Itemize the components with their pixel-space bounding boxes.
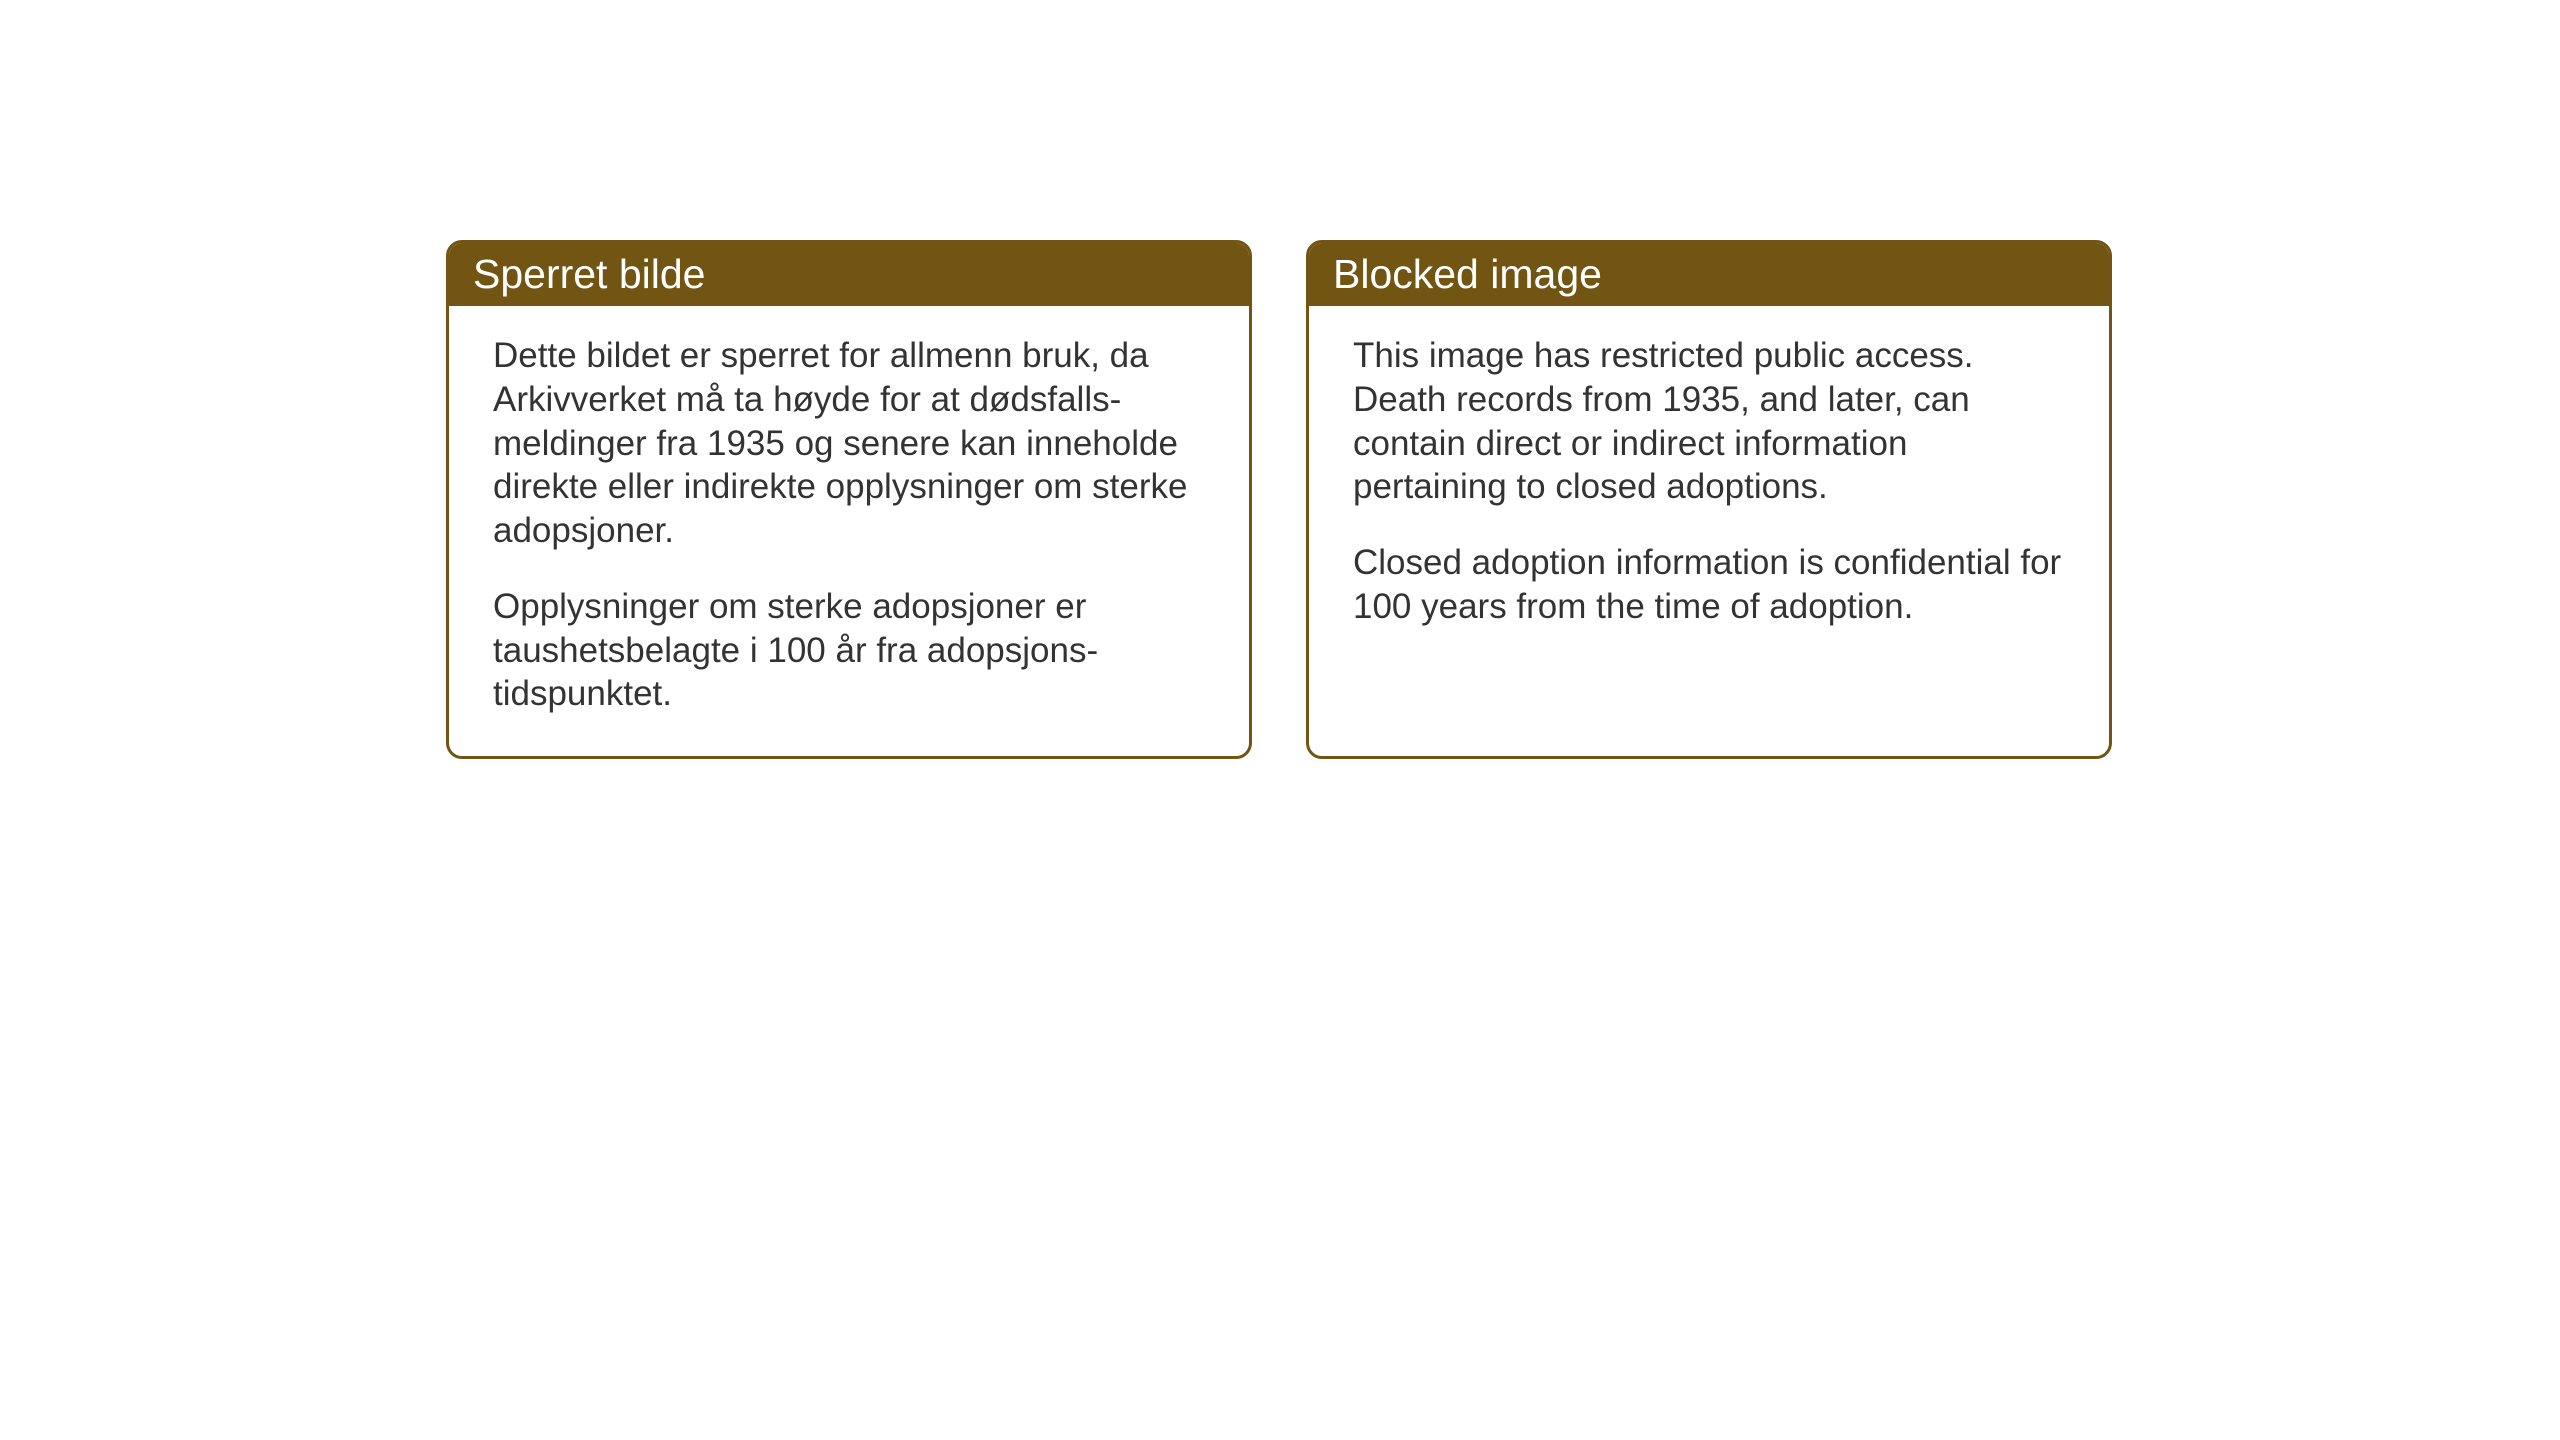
card-body-norwegian: Dette bildet er sperret for allmenn bruk… <box>449 306 1249 756</box>
notice-container: Sperret bilde Dette bildet er sperret fo… <box>446 240 2112 759</box>
card-paragraph-1-english: This image has restricted public access.… <box>1353 334 2065 509</box>
notice-card-norwegian: Sperret bilde Dette bildet er sperret fo… <box>446 240 1252 759</box>
card-body-english: This image has restricted public access.… <box>1309 306 2109 669</box>
card-title-norwegian: Sperret bilde <box>473 251 705 297</box>
card-paragraph-1-norwegian: Dette bildet er sperret for allmenn bruk… <box>493 334 1205 553</box>
card-header-english: Blocked image <box>1309 243 2109 306</box>
card-title-english: Blocked image <box>1333 251 1602 297</box>
card-paragraph-2-english: Closed adoption information is confident… <box>1353 541 2065 629</box>
card-header-norwegian: Sperret bilde <box>449 243 1249 306</box>
card-paragraph-2-norwegian: Opplysninger om sterke adopsjoner er tau… <box>493 585 1205 716</box>
notice-card-english: Blocked image This image has restricted … <box>1306 240 2112 759</box>
